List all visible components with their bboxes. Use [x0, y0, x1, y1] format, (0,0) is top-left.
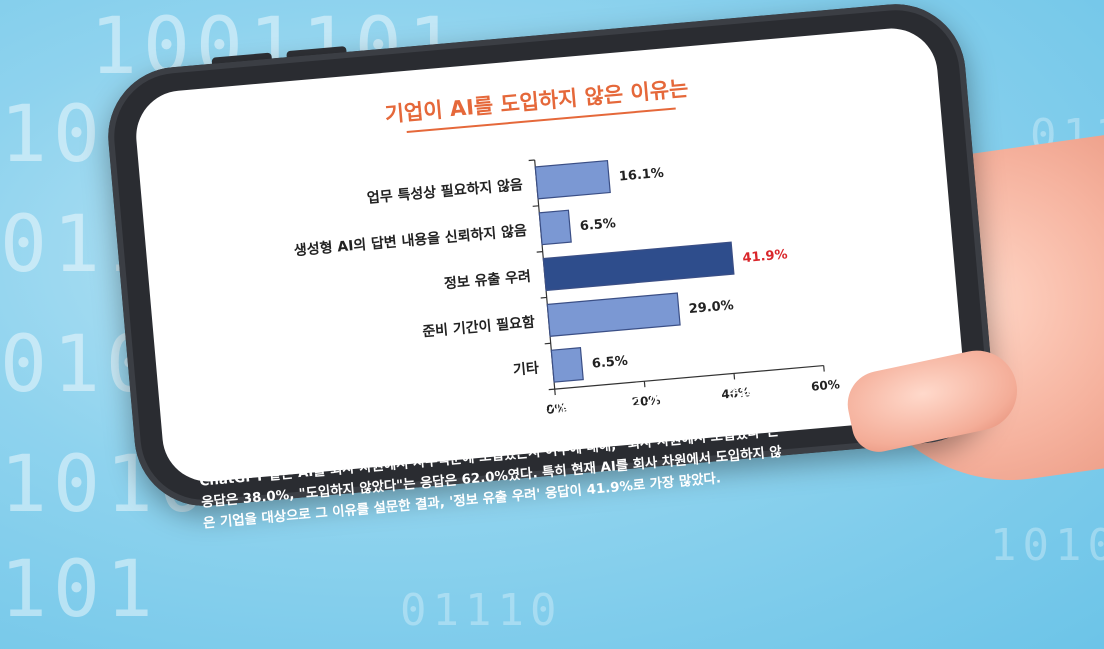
bar: [550, 347, 584, 383]
y-axis-tick: [532, 205, 539, 207]
x-axis-line: [554, 364, 824, 390]
bg-digit-text: 01110: [400, 585, 563, 636]
data-label: 29.0%: [688, 298, 734, 317]
category-label: 업무 특성상 필요하지 않음: [366, 176, 523, 207]
data-label: 41.9%: [742, 247, 788, 266]
phone-screen: 기업이 AI를 도입하지 않은 이유는 0% 20% 40% 60% 업무 특성상 필요…: [132, 24, 968, 486]
x-tick-label: 0%: [546, 401, 568, 417]
x-axis-tick: [554, 389, 556, 396]
x-axis-tick: [823, 365, 825, 372]
bar: [534, 159, 611, 200]
bar-chart: 0% 20% 40% 60% 업무 특성상 필요하지 않음 16.1% 생성형 AI의 답변…: [293, 159, 840, 417]
y-axis-tick: [548, 388, 555, 391]
category-label: 생성형 AI의 답변 내용을 신뢰하지 않음: [293, 222, 527, 259]
bar: [538, 209, 572, 246]
data-label: 16.1%: [618, 166, 664, 185]
data-label: 6.5%: [579, 216, 616, 234]
x-axis-tick: [733, 373, 736, 380]
category-label: 기타: [512, 360, 539, 378]
phone: 기업이 AI를 도입하지 않은 이유는 0% 20% 40% 60% 업무 특성상 필요…: [102, 0, 998, 512]
category-label: 준비 기간이 필요함: [422, 314, 536, 341]
bar: [546, 292, 681, 337]
y-axis-tick: [540, 296, 547, 299]
x-tick-label: 60%: [810, 377, 840, 393]
x-tick-label: 40%: [721, 385, 751, 401]
x-tick-label: 20%: [631, 393, 661, 409]
x-axis-tick: [643, 381, 646, 388]
bg-digit-text: 101: [0, 545, 159, 635]
category-label: 정보 유출 우려: [443, 268, 531, 293]
y-axis-tick: [536, 251, 543, 253]
bg-digit-text: 1010: [990, 520, 1104, 571]
phone-body: 기업이 AI를 도입하지 않은 이유는 0% 20% 40% 60% 업무 특성상 필요…: [102, 0, 998, 512]
bar: [542, 241, 735, 292]
y-axis-tick: [544, 342, 551, 345]
data-label: 6.5%: [591, 354, 628, 372]
y-axis-tick: [528, 159, 535, 162]
